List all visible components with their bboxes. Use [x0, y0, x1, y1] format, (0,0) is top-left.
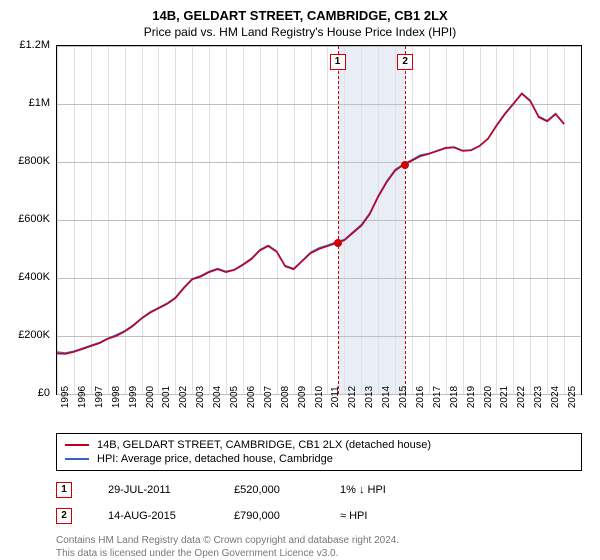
data-point: [401, 161, 409, 169]
x-tick-label: 2008: [280, 386, 291, 408]
sale-badge: 2: [56, 508, 72, 524]
x-tick-label: 2015: [398, 386, 409, 408]
gridline-h: [57, 220, 581, 221]
x-tick-label: 2009: [297, 386, 308, 408]
legend-swatch: [65, 444, 89, 446]
x-tick-label: 2000: [145, 386, 156, 408]
y-tick-label: £800K: [18, 155, 50, 167]
chart-title: 14B, GELDART STREET, CAMBRIDGE, CB1 2LX: [10, 8, 590, 23]
x-tick-label: 1997: [94, 386, 105, 408]
x-tick-label: 2016: [415, 386, 426, 408]
marker-line: [405, 46, 406, 394]
sale-hpi-delta: 1% ↓ HPI: [340, 484, 386, 496]
chart-subtitle: Price paid vs. HM Land Registry's House …: [10, 25, 590, 39]
sale-date: 29-JUL-2011: [108, 484, 198, 496]
legend-item: HPI: Average price, detached house, Camb…: [65, 452, 573, 466]
x-tick-label: 1999: [128, 386, 139, 408]
x-tick-label: 2023: [533, 386, 544, 408]
gridline-h: [57, 46, 581, 47]
x-tick-label: 1995: [60, 386, 71, 408]
x-tick-label: 2007: [263, 386, 274, 408]
gridline-h: [57, 104, 581, 105]
x-tick-label: 2025: [567, 386, 578, 408]
gridline-h: [57, 162, 581, 163]
x-tick-label: 2013: [364, 386, 375, 408]
sale-row: 1 29-JUL-2011 £520,000 1% ↓ HPI: [56, 477, 582, 503]
x-tick-label: 2021: [499, 386, 510, 408]
x-tick-label: 2002: [178, 386, 189, 408]
x-tick-label: 2014: [381, 386, 392, 408]
x-tick-label: 2011: [330, 386, 341, 408]
footer: Contains HM Land Registry data © Crown c…: [56, 535, 582, 560]
x-tick-label: 2001: [161, 386, 172, 408]
plot-area: 12: [56, 45, 582, 395]
x-tick-label: 2018: [449, 386, 460, 408]
legend-item: 14B, GELDART STREET, CAMBRIDGE, CB1 2LX …: [65, 438, 573, 452]
sale-date: 14-AUG-2015: [108, 510, 198, 522]
x-tick-label: 2017: [432, 386, 443, 408]
sale-hpi-delta: ≈ HPI: [340, 510, 367, 522]
x-tick-label: 2010: [314, 386, 325, 408]
x-tick-label: 2006: [246, 386, 257, 408]
gridline-h: [57, 336, 581, 337]
y-axis-labels: £0£200K£400K£600K£800K£1M£1.2M: [10, 45, 52, 395]
x-tick-label: 2024: [550, 386, 561, 408]
sale-badge: 1: [56, 482, 72, 498]
x-tick-label: 2019: [466, 386, 477, 408]
y-tick-label: £1M: [29, 97, 50, 109]
x-tick-label: 2003: [195, 386, 206, 408]
x-tick-label: 2004: [212, 386, 223, 408]
marker-label: 1: [330, 54, 346, 70]
y-tick-label: £200K: [18, 329, 50, 341]
y-tick-label: £400K: [18, 271, 50, 283]
x-tick-label: 1996: [77, 386, 88, 408]
gridline-h: [57, 278, 581, 279]
sale-price: £790,000: [234, 510, 304, 522]
x-tick-label: 2005: [229, 386, 240, 408]
footer-line: This data is licensed under the Open Gov…: [56, 548, 582, 560]
marker-line: [338, 46, 339, 394]
x-tick-label: 2020: [483, 386, 494, 408]
legend-swatch: [65, 458, 89, 460]
x-tick-label: 2012: [347, 386, 358, 408]
y-tick-label: £0: [38, 387, 50, 399]
x-axis-labels: 1995199619971998199920002001200220032004…: [56, 395, 582, 429]
sale-price: £520,000: [234, 484, 304, 496]
y-tick-label: £600K: [18, 213, 50, 225]
y-tick-label: £1.2M: [19, 39, 50, 51]
data-point: [334, 239, 342, 247]
legend-label: 14B, GELDART STREET, CAMBRIDGE, CB1 2LX …: [97, 439, 431, 451]
x-tick-label: 2022: [516, 386, 527, 408]
sale-row: 2 14-AUG-2015 £790,000 ≈ HPI: [56, 503, 582, 529]
chart-container: 14B, GELDART STREET, CAMBRIDGE, CB1 2LX …: [0, 0, 600, 560]
x-tick-label: 1998: [111, 386, 122, 408]
legend: 14B, GELDART STREET, CAMBRIDGE, CB1 2LX …: [56, 433, 582, 471]
marker-label: 2: [397, 54, 413, 70]
legend-label: HPI: Average price, detached house, Camb…: [97, 453, 333, 465]
sales-table: 1 29-JUL-2011 £520,000 1% ↓ HPI 2 14-AUG…: [56, 477, 582, 529]
footer-line: Contains HM Land Registry data © Crown c…: [56, 535, 582, 548]
